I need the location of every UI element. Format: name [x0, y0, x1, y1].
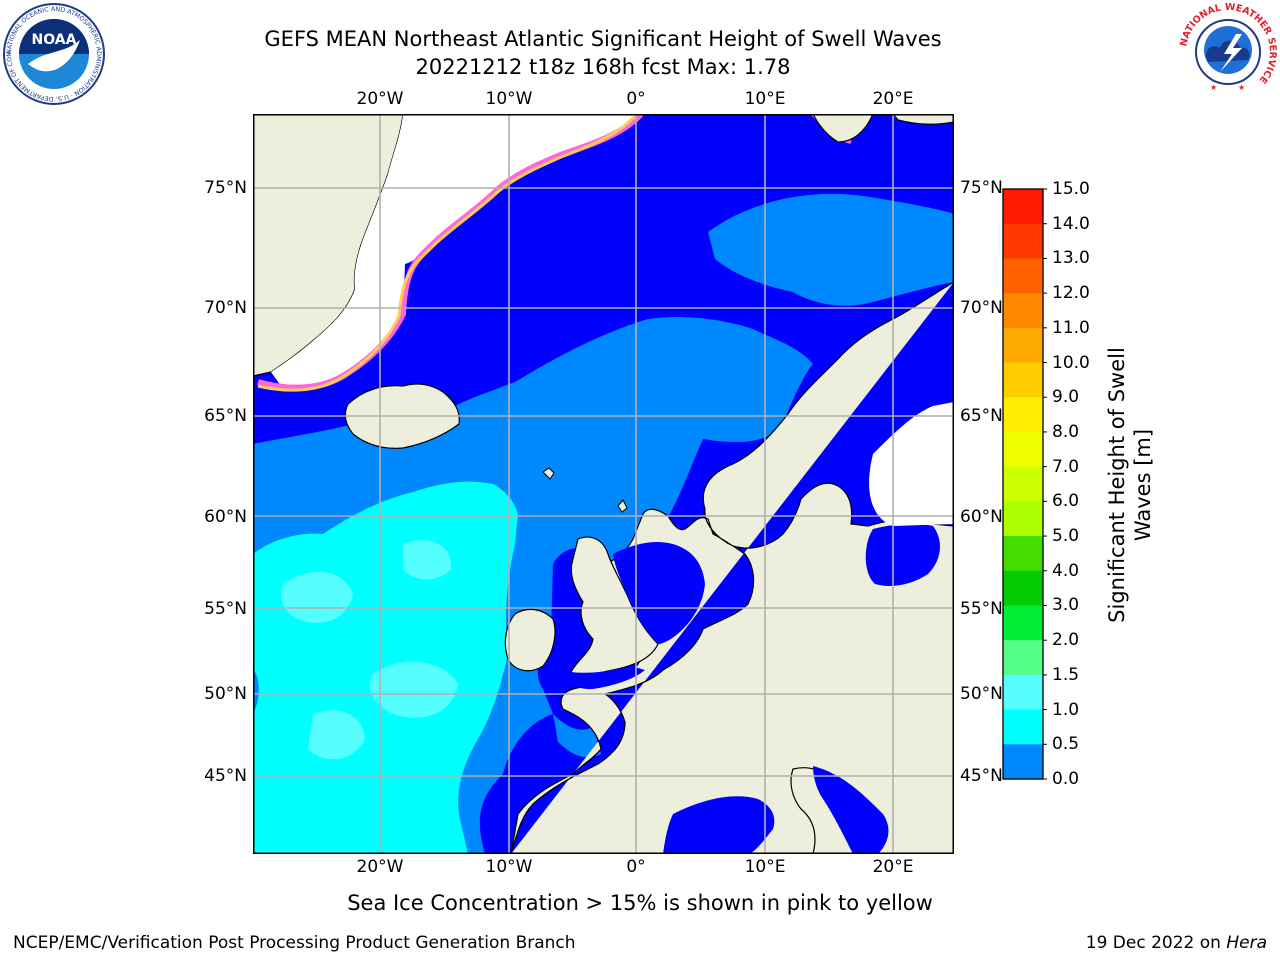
colorbar-tick-label: 6.0: [1052, 491, 1080, 512]
lat-label-right: 70°N: [960, 298, 1003, 318]
graticule: [253, 114, 954, 854]
colorbar-tick-label: 14.0: [1052, 213, 1090, 234]
colorbar-segment: [1003, 223, 1043, 260]
lat-label-right: 75°N: [960, 178, 1003, 198]
colorbar-segment: [1003, 605, 1043, 641]
colorbar-segment: [1003, 189, 1043, 225]
sea-ice-inner: [257, 114, 637, 392]
colorbar-segment: [1003, 362, 1043, 398]
colorbar-tick-label: 0.5: [1052, 734, 1080, 755]
lat-label-left: 45°N: [204, 766, 247, 786]
colorbar-tick-label: 0.0: [1052, 769, 1080, 789]
colorbar-segment: [1003, 466, 1043, 502]
tyrrhenian-sea: [813, 766, 889, 854]
colorbar-segment: [1003, 570, 1043, 607]
colorbar-tick-label: 7.0: [1052, 456, 1080, 477]
lon-label-top: 20°E: [872, 89, 914, 109]
ocean-peak-patch: [281, 571, 353, 623]
colorbar-segment: [1003, 674, 1043, 711]
mediterranean-sea: [663, 796, 775, 854]
ocean-mid-biscay: [553, 714, 601, 758]
colorbar-frame: [1002, 188, 1044, 780]
footer-date: 19 Dec 2022 on Hera: [1086, 933, 1267, 953]
lon-label-bottom: 10°E: [744, 857, 786, 877]
colorbar-segment: [1003, 397, 1043, 433]
colorbar-segment: [1003, 258, 1043, 294]
shetland-islands: [617, 499, 628, 513]
colorbar-tick-label: 8.0: [1052, 421, 1080, 442]
colorbar-segment: [1003, 501, 1043, 537]
colorbar-tick-label: 12.0: [1052, 283, 1090, 304]
footer-org: NCEP/EMC/Verification Post Processing Pr…: [13, 933, 576, 953]
colorbar-tick-label: 5.0: [1052, 526, 1080, 547]
footer-host: Hera: [1226, 933, 1267, 953]
lon-label-top: 10°W: [485, 89, 533, 109]
lon-label-top: 20°W: [356, 89, 404, 109]
colorbar-tick-label: 11.0: [1052, 317, 1090, 338]
svg-text:★: ★: [1238, 83, 1245, 92]
nws-logo-icon: NATIONAL WEATHER SERVICE ★ ★: [1176, 0, 1280, 104]
lon-label-bottom: 20°W: [356, 857, 404, 877]
lat-label-left: 65°N: [204, 406, 247, 426]
lat-label-left: 70°N: [204, 298, 247, 318]
colorbar-tick-label: 4.0: [1052, 560, 1080, 581]
lon-label-bottom: 0°: [626, 857, 646, 877]
lat-label-left: 50°N: [204, 684, 247, 704]
channel-sea: [570, 666, 645, 690]
bothnia-white-area: [869, 402, 954, 526]
footer-date-text: 19 Dec 2022 on: [1085, 933, 1227, 953]
colorbar-segment: [1003, 431, 1043, 468]
colorbar-segment: [1003, 640, 1043, 676]
greenland-ice-area: [271, 114, 641, 389]
lon-label-top: 10°E: [744, 89, 786, 109]
colorbar-segment: [1003, 327, 1043, 364]
noaa-logo-icon: NATIONAL OCEANIC AND ATMOSPHERIC ADMINIS…: [0, 0, 106, 106]
lat-label-right: 50°N: [960, 684, 1003, 704]
lon-label-bottom: 10°W: [485, 857, 533, 877]
map-frame: [253, 114, 954, 854]
colorbar-segment: [1003, 709, 1043, 745]
colorbar-segment: [1003, 536, 1043, 572]
lat-label-right: 45°N: [960, 766, 1003, 786]
colorbar-segment: [1003, 293, 1043, 329]
lon-label-bottom: 20°E: [872, 857, 914, 877]
lat-label-left: 55°N: [204, 599, 247, 619]
sea-ice-note: Sea Ice Concentration > 15% is shown in …: [347, 891, 933, 915]
colorbar-tick-label: 9.0: [1052, 387, 1080, 408]
colorbar-tick-label: 15.0: [1052, 179, 1090, 199]
colorbar: [1002, 188, 1047, 780]
colorbar-title: Significant Height of Swell Waves [m]: [1105, 347, 1155, 623]
lat-label-left: 60°N: [204, 507, 247, 527]
faroe-islands: [542, 467, 555, 480]
svg-text:★: ★: [1210, 83, 1217, 92]
lat-label-right: 60°N: [960, 507, 1003, 527]
svg-text:NOAA: NOAA: [32, 32, 77, 48]
chart-title: GEFS MEAN Northeast Atlantic Significant…: [264, 27, 942, 51]
ireland-land: [504, 608, 556, 672]
svalbard-land: [812, 114, 874, 143]
lat-label-right: 65°N: [960, 406, 1003, 426]
colorbar-tick-label: 2.0: [1052, 630, 1080, 651]
colorbar-tick-label: 1.0: [1052, 699, 1080, 720]
colorbar-segment: [1003, 744, 1043, 780]
ocean-peak-patch: [403, 540, 452, 580]
ocean-peak-patch: [369, 661, 458, 718]
lat-label-left: 75°N: [204, 178, 247, 198]
map-panel: [253, 114, 954, 854]
lon-label-top: 0°: [626, 89, 646, 109]
ocean-peak-patch: [308, 710, 365, 760]
baltic-sea: [865, 523, 940, 586]
colorbar-tick-label: 3.0: [1052, 595, 1080, 616]
colorbar-tick-label: 13.0: [1052, 248, 1090, 269]
lat-label-right: 55°N: [960, 599, 1003, 619]
colorbar-tick-label: 10.0: [1052, 352, 1090, 373]
chart-subtitle: 20221212 t18z 168h fcst Max: 1.78: [415, 55, 791, 79]
colorbar-tick-label: 1.5: [1052, 664, 1080, 685]
